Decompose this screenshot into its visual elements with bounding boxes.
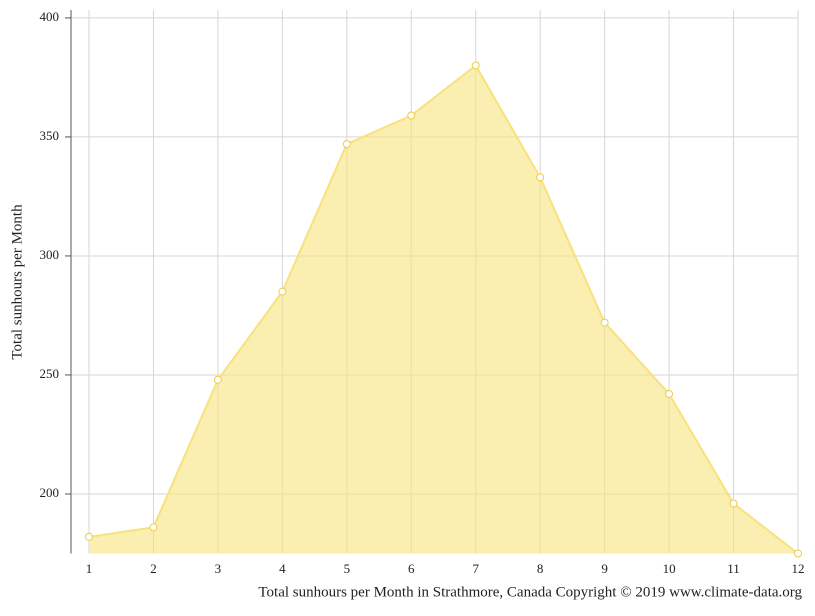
point bbox=[149, 523, 158, 532]
area bbox=[89, 65, 798, 554]
x-tick-label: 10 bbox=[663, 561, 676, 576]
x-tick-label: 1 bbox=[86, 561, 93, 576]
y-tick-label: 250 bbox=[40, 366, 60, 381]
x-tick-label: 12 bbox=[792, 561, 805, 576]
point bbox=[342, 140, 351, 149]
x-tick-label: 6 bbox=[408, 561, 415, 576]
chart-title: Total sunhours per Month in Strathmore, … bbox=[258, 584, 802, 600]
point bbox=[278, 287, 287, 296]
y-tick-label: 200 bbox=[40, 485, 60, 500]
point bbox=[665, 390, 674, 399]
x-tick-label: 9 bbox=[601, 561, 608, 576]
x-tick-label: 8 bbox=[537, 561, 544, 576]
point bbox=[729, 499, 738, 508]
x-tick-label: 11 bbox=[727, 561, 740, 576]
y-tick-label: 400 bbox=[40, 9, 60, 24]
x-tick-label: 5 bbox=[344, 561, 351, 576]
point bbox=[471, 61, 480, 70]
line bbox=[88, 64, 799, 555]
x-tick-label: 4 bbox=[279, 561, 286, 576]
x-tick-label: 3 bbox=[215, 561, 222, 576]
x-tick-label: 2 bbox=[150, 561, 157, 576]
y-tick-label: 300 bbox=[40, 247, 60, 262]
point bbox=[407, 111, 416, 120]
point bbox=[600, 318, 609, 327]
point bbox=[536, 173, 545, 182]
y-tick-label: 350 bbox=[40, 128, 60, 143]
point bbox=[85, 532, 93, 541]
point bbox=[213, 375, 222, 384]
y-axis-label: Total sunhours per Month bbox=[9, 204, 25, 360]
x-tick-label: 7 bbox=[472, 561, 479, 576]
point bbox=[794, 549, 802, 558]
